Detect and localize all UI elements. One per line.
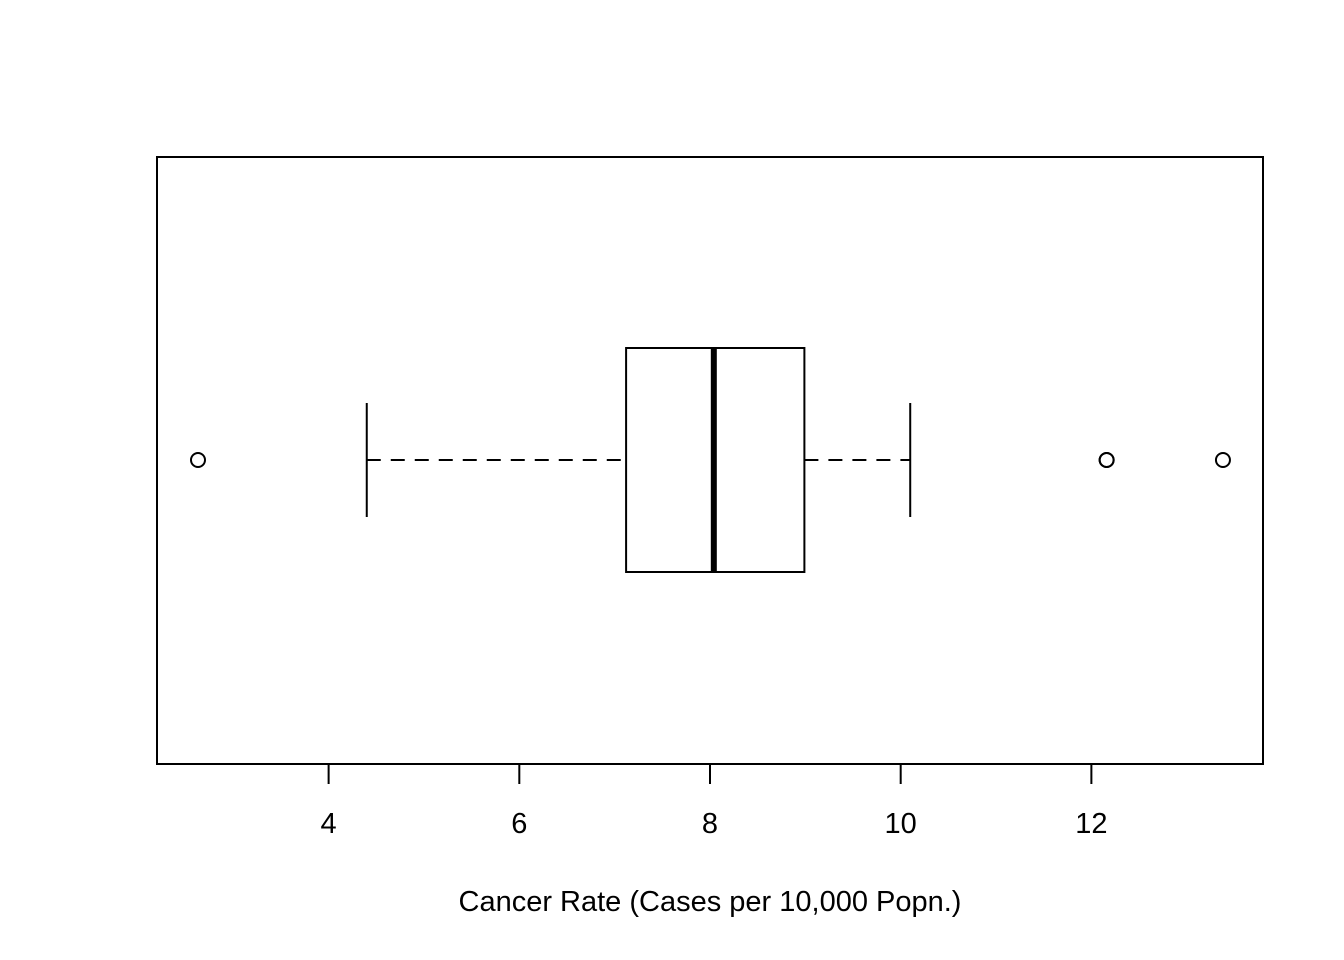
x-tick-label: 6 xyxy=(511,808,527,840)
x-tick-label: 10 xyxy=(885,808,917,840)
outlier-point xyxy=(189,452,206,468)
box-and-whiskers xyxy=(365,347,912,573)
x-axis-label: Cancer Rate (Cases per 10,000 Popn.) xyxy=(459,886,962,918)
outliers xyxy=(189,452,1231,468)
x-tick-label: 4 xyxy=(321,808,337,840)
x-axis: 4 6 8 10 12 xyxy=(321,764,1108,840)
x-tick-label: 12 xyxy=(1075,808,1107,840)
x-tick-label: 8 xyxy=(702,808,718,840)
outlier-point xyxy=(1098,452,1115,468)
outlier-point xyxy=(1214,452,1231,468)
